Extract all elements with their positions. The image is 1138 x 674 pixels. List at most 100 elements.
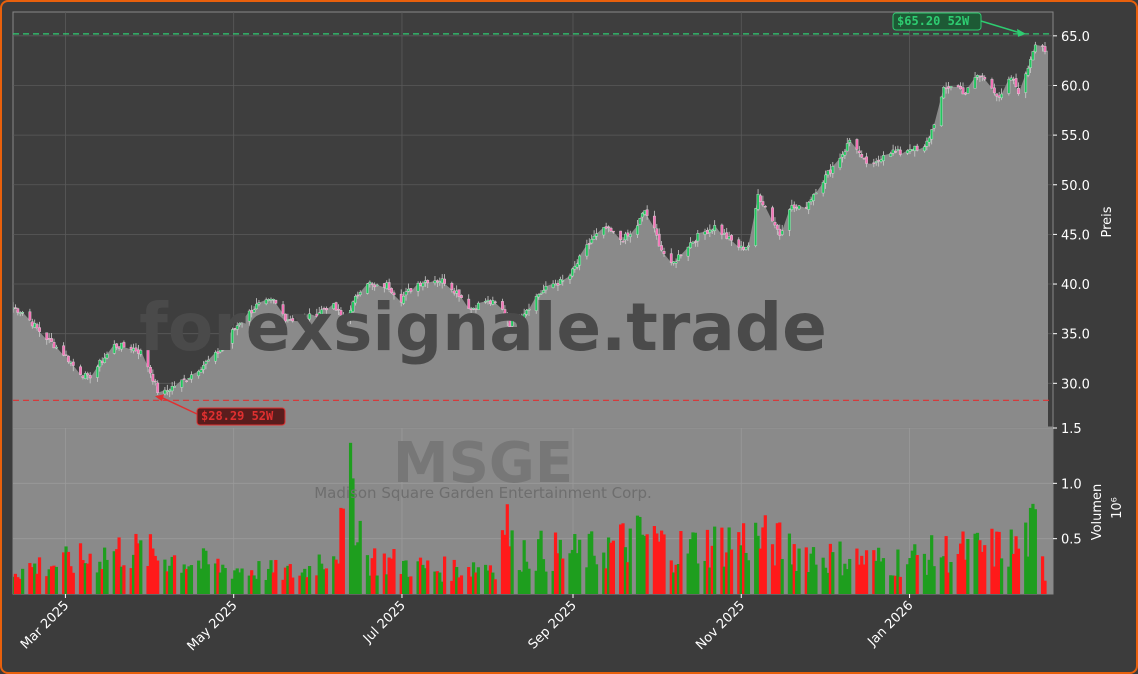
volume-bar xyxy=(705,529,710,594)
candle-body xyxy=(402,295,406,304)
volume-bar xyxy=(435,571,439,594)
volume-bar xyxy=(240,568,244,594)
volume-bar xyxy=(1007,566,1011,594)
volume-bar xyxy=(315,575,319,594)
volume-bar xyxy=(33,563,37,594)
candle-body xyxy=(720,224,724,235)
high-52w-arrowhead xyxy=(1017,28,1026,37)
volume-bar xyxy=(679,531,683,594)
candle-body xyxy=(997,95,1001,98)
volume-bar xyxy=(889,575,893,594)
candle-body xyxy=(105,353,109,359)
x-tick-label: Jan 2026 xyxy=(865,598,917,650)
volume-bar xyxy=(787,533,792,594)
volume-bar xyxy=(720,527,724,594)
volume-bar xyxy=(365,555,370,594)
candle-body xyxy=(240,321,244,323)
volume-bar xyxy=(438,572,442,594)
volume-bar xyxy=(423,568,427,594)
candle-body xyxy=(423,280,427,283)
candle-body xyxy=(568,275,572,280)
candle-body xyxy=(341,316,345,320)
volume-bar xyxy=(669,560,673,594)
candle-body xyxy=(69,361,73,364)
volume-bar xyxy=(54,566,59,594)
candle-body xyxy=(645,209,649,216)
candle-body xyxy=(691,241,695,244)
candle-body xyxy=(590,239,594,244)
volume-bar xyxy=(942,556,946,594)
volume-bar xyxy=(266,568,271,594)
candle-body xyxy=(1041,45,1044,47)
candle-body xyxy=(571,268,574,277)
candle-body xyxy=(493,301,497,304)
volume-bar xyxy=(568,553,572,594)
candle-body xyxy=(845,143,849,152)
volume-bar xyxy=(696,563,700,594)
candle-body xyxy=(339,310,343,316)
candle-body xyxy=(438,281,442,284)
candle-body xyxy=(792,204,796,209)
price-y-ticks: 30.0 35.0 40.0 45.0 50.0 55.0 60.0 65.0 xyxy=(1053,30,1090,392)
candle-body xyxy=(956,85,960,88)
candle-body xyxy=(669,253,673,263)
candle-body xyxy=(602,227,606,236)
candle-body xyxy=(450,283,454,291)
volume-bar xyxy=(336,563,341,594)
volume-bar xyxy=(182,564,186,594)
volume-bar xyxy=(746,560,751,594)
volume-bar xyxy=(713,526,717,594)
volume-bar xyxy=(517,570,521,594)
volume-bar xyxy=(983,545,987,594)
volume-bar xyxy=(821,557,825,594)
candle-body xyxy=(115,343,119,348)
candle-body xyxy=(505,314,509,321)
volume-bar xyxy=(433,571,437,594)
candle-body xyxy=(672,261,676,264)
volume-bar xyxy=(756,535,760,594)
candle-body xyxy=(50,338,53,342)
volume-bar xyxy=(189,565,194,594)
volume-bar xyxy=(505,504,509,594)
volume-bar xyxy=(980,551,984,594)
volume-bar xyxy=(556,553,560,594)
volume-bar xyxy=(978,540,982,594)
volume-bar xyxy=(64,546,68,594)
candle-body xyxy=(460,295,463,298)
candle-body xyxy=(744,247,748,250)
watermark-site: forexsignale.trade xyxy=(139,289,827,366)
candle-body xyxy=(18,312,22,314)
candle-body xyxy=(185,380,189,382)
candle-body xyxy=(149,367,152,374)
price-axis-label: Preis xyxy=(1100,206,1115,237)
candle-body xyxy=(872,162,876,164)
candle-body xyxy=(1007,78,1011,94)
volume-bar xyxy=(440,581,444,594)
volume-bar xyxy=(117,537,121,594)
volume-bar xyxy=(368,575,372,594)
volume-bar xyxy=(264,579,268,594)
candle-body xyxy=(356,294,360,297)
high-52w-label: $65.20 52W xyxy=(897,14,970,28)
volume-bar xyxy=(652,526,656,594)
candle-body xyxy=(317,312,321,317)
volume-bar xyxy=(348,442,353,594)
candle-body xyxy=(382,283,386,288)
volume-bar xyxy=(966,538,970,594)
candle-body xyxy=(821,182,825,194)
candle-body xyxy=(467,298,471,309)
volume-bar xyxy=(206,564,210,594)
watermark: forexsignale.trade MSGE Madison Square G… xyxy=(139,289,827,502)
candle-body xyxy=(556,283,560,286)
volume-bar xyxy=(594,564,599,594)
volume-bar xyxy=(780,558,784,594)
candle-body xyxy=(534,296,538,311)
candle-body xyxy=(983,77,987,80)
volume-bar xyxy=(382,553,386,594)
candle-body xyxy=(660,245,664,251)
volume-bar xyxy=(773,565,777,594)
candle-body xyxy=(949,86,953,88)
volume-bar xyxy=(790,564,794,594)
volume-bar xyxy=(862,564,866,594)
volume-bar xyxy=(165,571,169,594)
